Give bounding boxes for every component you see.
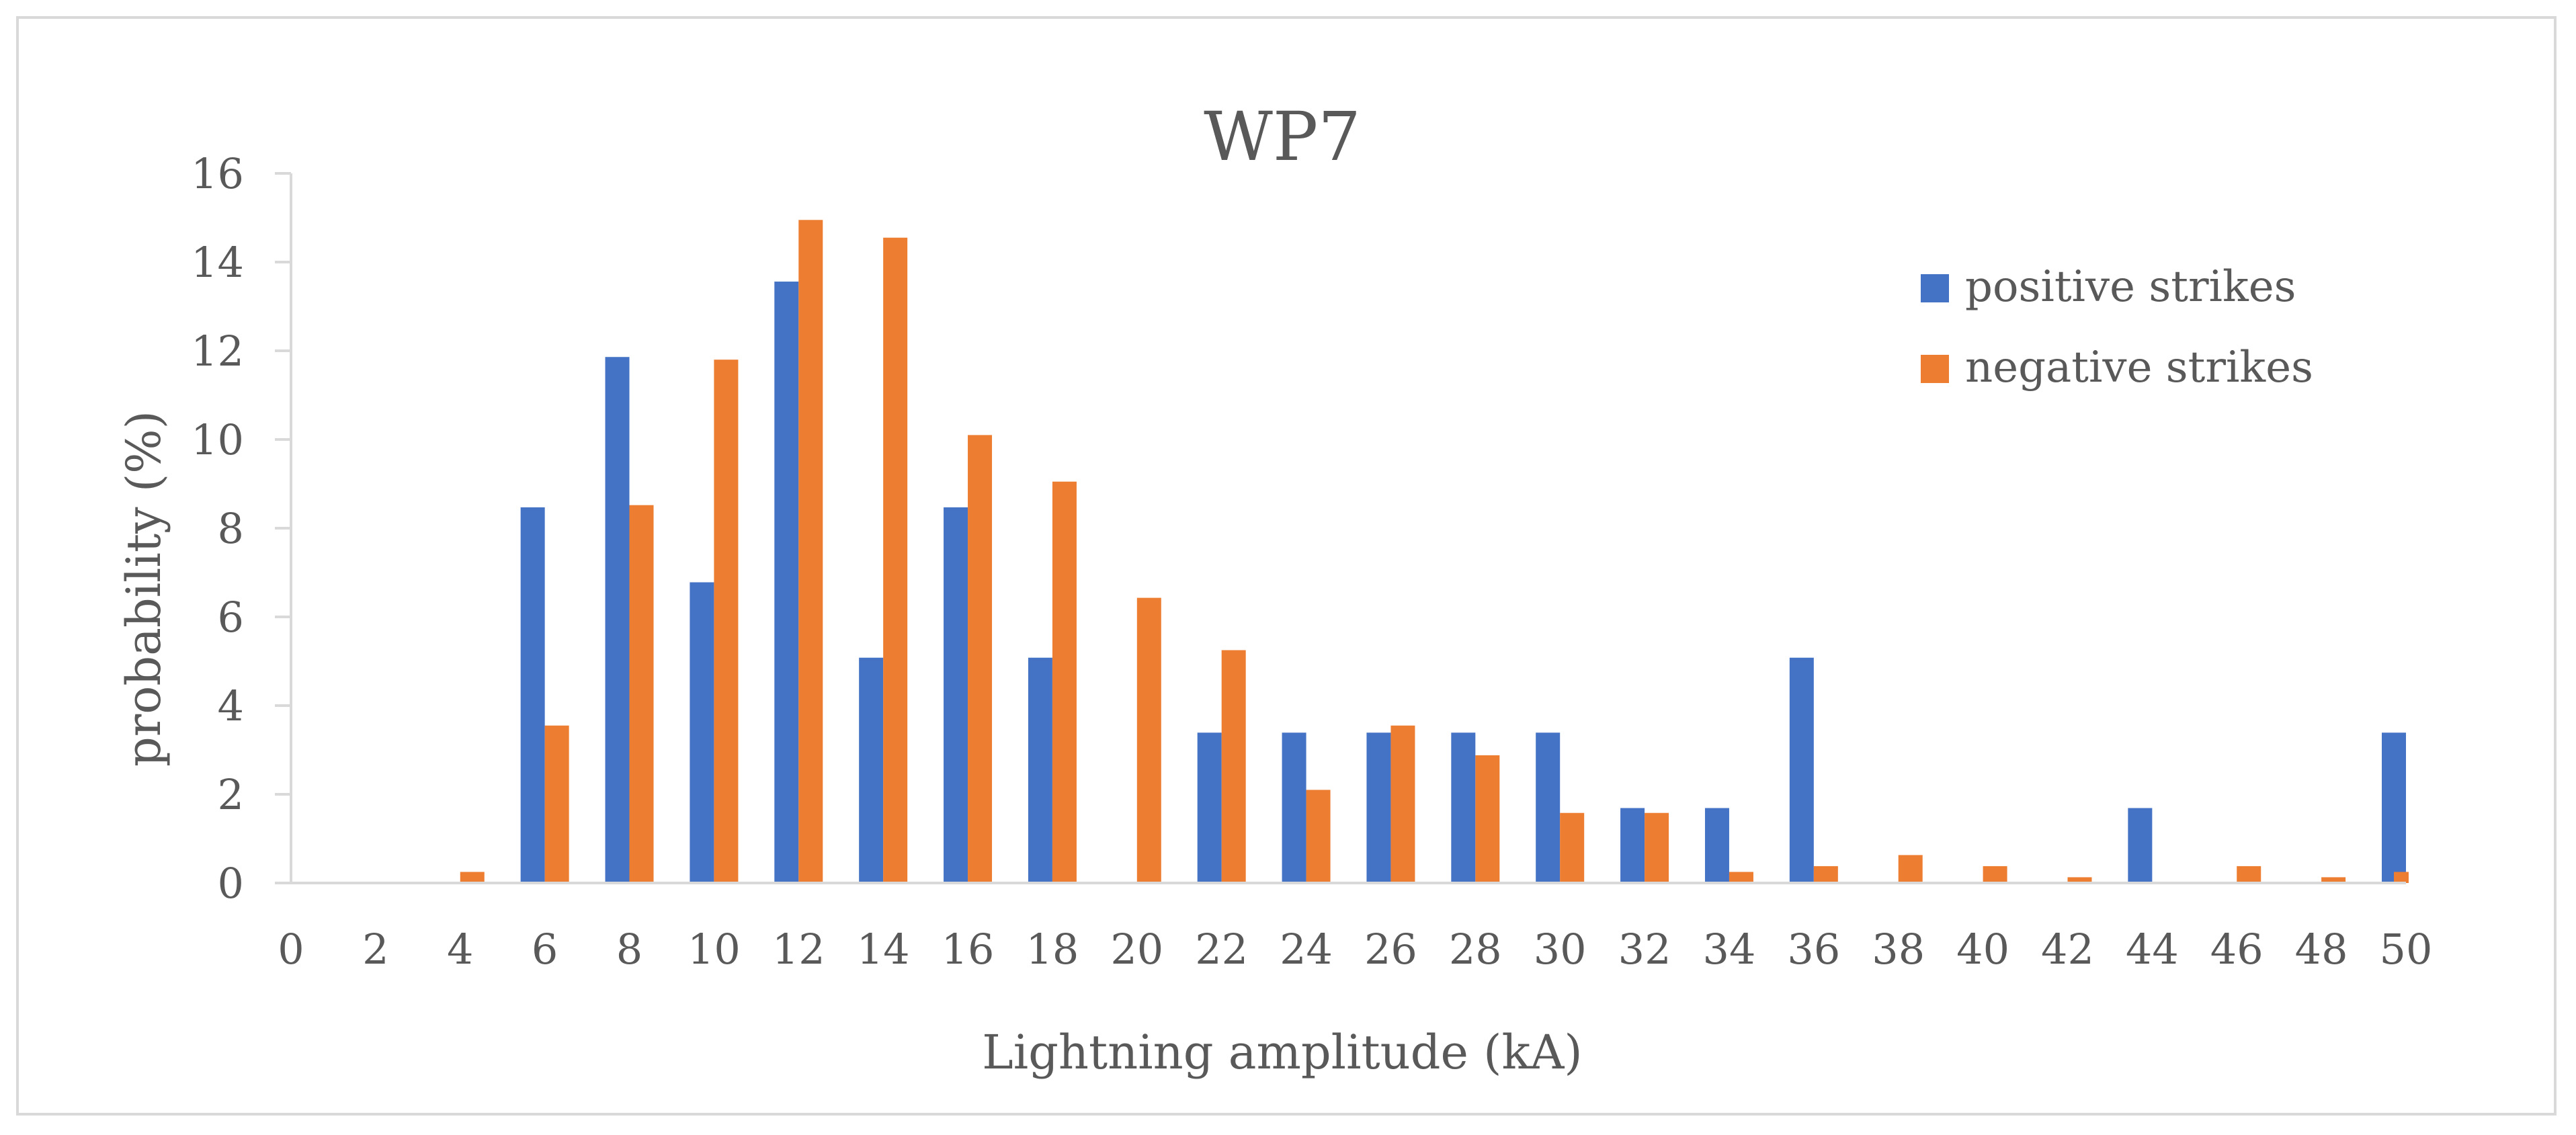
bar-positive-strikes <box>859 657 884 883</box>
x-tick-label: 48 <box>2295 925 2348 974</box>
x-tick-label: 44 <box>2126 925 2179 974</box>
bar-negative-strikes <box>1898 855 1923 883</box>
legend-swatch <box>1921 355 1949 383</box>
y-tick-label: 2 <box>218 770 244 819</box>
y-tick-label: 4 <box>218 681 244 730</box>
bar-negative-strikes <box>2067 877 2092 883</box>
y-tick-label: 8 <box>218 504 244 553</box>
x-tick-label: 50 <box>2380 925 2433 974</box>
x-tick-label: 46 <box>2210 925 2263 974</box>
y-tick-label: 6 <box>218 593 244 642</box>
bar-negative-strikes <box>883 237 908 883</box>
bar-negative-strikes <box>544 725 569 883</box>
chart-frame: WP7 0 2 4 6 8 10 12 14 16 0 2 4 6 8 10 12 14 16 18 20 22 24 26… <box>16 16 2557 1116</box>
x-tick-label: 40 <box>1956 925 2009 974</box>
bar-negative-strikes <box>798 220 823 883</box>
bar-negative-strikes <box>1221 650 1246 883</box>
bar-positive-strikes <box>1028 657 1052 883</box>
bar-negative-strikes <box>1390 725 1415 883</box>
legend-label: positive strikes <box>1965 262 2296 312</box>
x-tick-label: 30 <box>1534 925 1587 974</box>
x-tick-label: 2 <box>362 925 388 974</box>
bar-negative-strikes <box>1052 481 1077 883</box>
x-tick-label: 42 <box>2041 925 2094 974</box>
x-tick-label: 0 <box>278 925 304 974</box>
legend-label: negative strikes <box>1965 343 2313 392</box>
x-tick-label: 8 <box>616 925 642 974</box>
bar-positive-strikes <box>1536 732 1561 883</box>
bar-negative-strikes <box>1475 755 1500 883</box>
bar-positive-strikes <box>1282 732 1306 883</box>
chart-title: WP7 <box>1204 97 1361 176</box>
bar-positive-strikes <box>774 282 799 883</box>
bar-negative-strikes <box>1560 812 1585 883</box>
x-tick-label: 22 <box>1195 925 1248 974</box>
x-tick-label: 32 <box>1618 925 1671 974</box>
bar-positive-strikes <box>2382 732 2406 883</box>
x-axis-title: Lightning amplitude (kA) <box>982 1025 1583 1080</box>
x-tick-label: 14 <box>857 925 910 974</box>
x-tick-label: 34 <box>1703 925 1756 974</box>
x-tick-label: 10 <box>688 925 741 974</box>
bar-positive-strikes <box>2128 808 2153 883</box>
x-tick-label: 18 <box>1026 925 1079 974</box>
bar-positive-strikes <box>944 507 968 883</box>
x-tick-label: 26 <box>1364 925 1417 974</box>
bar-positive-strikes <box>1366 732 1391 883</box>
y-tick-label: 12 <box>191 327 244 376</box>
bar-negative-strikes <box>1306 790 1331 883</box>
x-tick-label: 4 <box>447 925 473 974</box>
bar-positive-strikes <box>690 582 714 883</box>
x-tick-label: 28 <box>1449 925 1502 974</box>
bar-negative-strikes <box>968 435 993 883</box>
bar-positive-strikes <box>1704 808 1729 883</box>
bar-positive-strikes <box>1789 657 1814 883</box>
bar-positive-strikes <box>1451 732 1476 883</box>
bar-positive-strikes <box>520 507 545 883</box>
bar-negative-strikes <box>1813 866 1838 883</box>
bar-negative-strikes <box>1645 812 1669 883</box>
bar-negative-strikes <box>629 505 654 883</box>
bar-positive-strikes <box>1197 732 1222 883</box>
bar-negative-strikes <box>1983 866 2007 883</box>
y-tick-label: 0 <box>218 859 244 908</box>
bar-negative-strikes <box>714 360 739 883</box>
bar-positive-strikes <box>605 357 630 883</box>
legend: positive strikes negative strikes <box>1921 262 2313 392</box>
bar-negative-strikes <box>1729 872 1753 883</box>
y-axis-title: probability (%) <box>116 411 171 767</box>
y-tick-label: 16 <box>191 149 244 198</box>
bar-negative-strikes <box>1136 597 1161 883</box>
y-tick-label: 14 <box>191 238 244 287</box>
y-tick-label: 10 <box>191 415 244 464</box>
bar-negative-strikes <box>2321 877 2346 883</box>
bar-negative-strikes <box>2394 872 2409 883</box>
x-tick-label: 36 <box>1787 925 1840 974</box>
x-tick-label: 16 <box>942 925 995 974</box>
x-tick-label: 38 <box>1872 925 1925 974</box>
x-tick-label: 20 <box>1110 925 1163 974</box>
legend-swatch <box>1921 274 1949 302</box>
bar-layer <box>460 220 2409 883</box>
bar-negative-strikes <box>2237 866 2261 883</box>
bar-positive-strikes <box>1620 808 1645 883</box>
x-tick-label: 6 <box>532 925 558 974</box>
bar-negative-strikes <box>460 872 485 883</box>
x-tick-label: 24 <box>1280 925 1333 974</box>
x-tick-label: 12 <box>772 925 825 974</box>
